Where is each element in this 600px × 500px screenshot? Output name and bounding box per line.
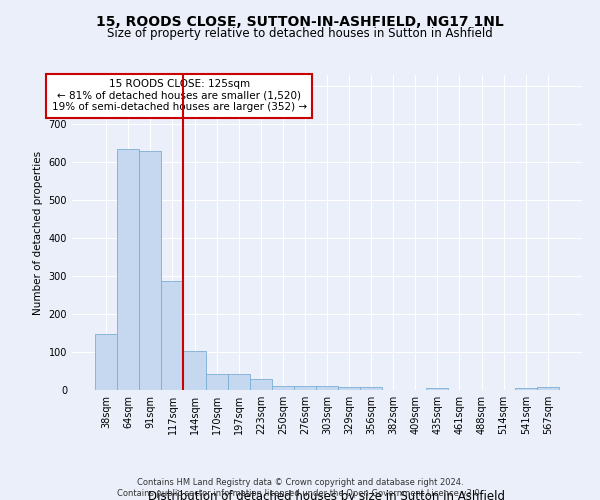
Bar	[161, 280, 184, 390]
Bar	[360, 387, 382, 390]
Bar	[117, 149, 139, 390]
Bar	[227, 374, 250, 390]
Text: 15 ROODS CLOSE: 125sqm
← 81% of detached houses are smaller (1,520)
19% of semi-: 15 ROODS CLOSE: 125sqm ← 81% of detached…	[52, 80, 307, 112]
Bar	[294, 386, 316, 390]
Bar	[515, 388, 537, 390]
Bar	[139, 151, 161, 390]
Bar	[537, 387, 559, 390]
Bar	[250, 380, 272, 390]
X-axis label: Distribution of detached houses by size in Sutton in Ashfield: Distribution of detached houses by size …	[149, 490, 505, 500]
Bar	[184, 351, 206, 390]
Text: Size of property relative to detached houses in Sutton in Ashfield: Size of property relative to detached ho…	[107, 28, 493, 40]
Bar	[427, 388, 448, 390]
Bar	[338, 387, 360, 390]
Bar	[272, 386, 294, 390]
Y-axis label: Number of detached properties: Number of detached properties	[33, 150, 43, 314]
Bar	[95, 334, 117, 390]
Bar	[316, 386, 338, 390]
Bar	[206, 374, 227, 390]
Text: 15, ROODS CLOSE, SUTTON-IN-ASHFIELD, NG17 1NL: 15, ROODS CLOSE, SUTTON-IN-ASHFIELD, NG1…	[96, 15, 504, 29]
Text: Contains HM Land Registry data © Crown copyright and database right 2024.
Contai: Contains HM Land Registry data © Crown c…	[118, 478, 482, 498]
